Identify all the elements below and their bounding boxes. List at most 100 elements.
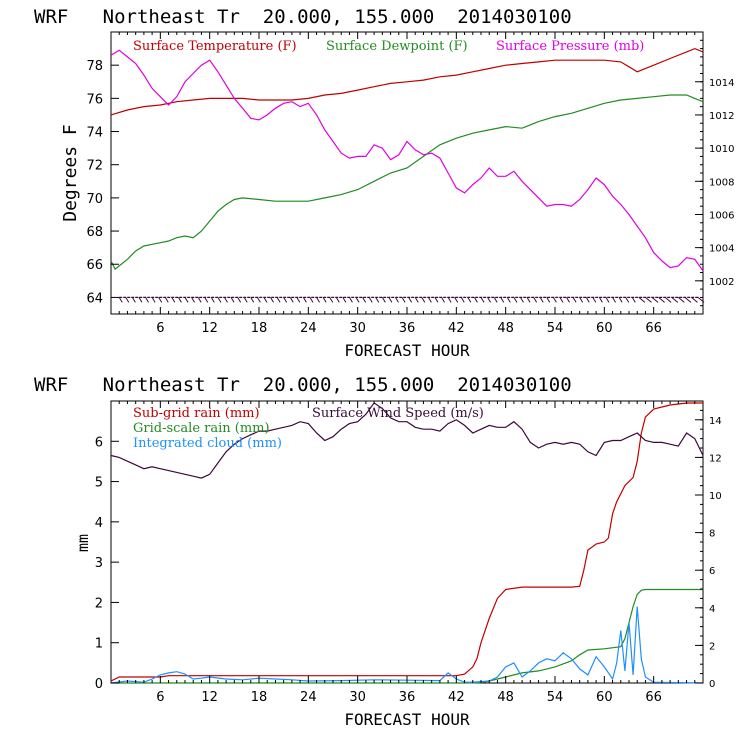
wind-barb	[164, 297, 169, 303]
wind-barb	[362, 297, 367, 303]
wind-barb	[302, 297, 307, 303]
wind-barb	[671, 297, 679, 303]
wind-barb	[375, 297, 380, 303]
chart2-xtick-label: 12	[201, 690, 218, 705]
wind-barb	[230, 297, 235, 303]
wind-barb	[539, 297, 544, 303]
wind-barb	[171, 297, 176, 303]
wind-barb	[454, 297, 459, 303]
chart2-xtick-label: 18	[251, 690, 268, 705]
wind-barb	[335, 297, 340, 303]
chart2-ytick-label: 2	[95, 596, 103, 611]
chart1-y2tick-label: 1002	[709, 277, 734, 288]
chart1-xtick-label: 36	[399, 321, 416, 336]
chart1-xtick-label: 54	[547, 321, 564, 336]
chart2-y2tick-label: 14	[709, 416, 722, 427]
wind-barb	[388, 297, 393, 303]
chart1-ytick-label: 78	[86, 59, 103, 74]
wind-barb	[210, 297, 215, 303]
wind-barb	[342, 297, 347, 303]
chart1-xtick-label: 42	[448, 321, 465, 336]
chart2-xtick-label: 6	[156, 690, 164, 705]
wind-barb	[651, 297, 659, 303]
chart2-y2tick-label: 2	[709, 641, 715, 652]
chart2-xtick-label: 60	[596, 690, 613, 705]
chart2-y2tick-label: 12	[709, 453, 722, 464]
chart1-ytick-label: 72	[86, 159, 103, 174]
chart1-y2tick-label: 1014	[709, 78, 734, 89]
wind-barb	[125, 297, 130, 303]
wind-barb	[658, 297, 665, 303]
chart1-series-surface-pressure-mb	[110, 49, 704, 272]
wind-barb	[217, 297, 222, 303]
wind-barb	[158, 297, 163, 303]
wind-barb	[684, 297, 692, 303]
wind-barb	[138, 297, 143, 303]
chart1-xtick-label: 24	[300, 321, 317, 336]
chart2-xtick-label: 24	[300, 690, 317, 705]
wind-barb	[605, 297, 610, 303]
wind-barb	[500, 297, 505, 303]
wind-barb	[625, 297, 630, 303]
chart2-ytick-label: 6	[95, 435, 103, 450]
wind-barb	[289, 297, 294, 303]
wind-barb	[441, 297, 445, 303]
chart2-series-sub-grid-rain-mm	[110, 402, 703, 682]
chart1-xtick-label: 48	[497, 321, 514, 336]
wind-barb	[487, 297, 492, 303]
chart2-xlabel: FORECAST HOUR	[344, 710, 470, 729]
wind-barb	[401, 297, 406, 303]
chart2-xtick-label: 54	[547, 690, 564, 705]
wind-barb	[263, 297, 268, 303]
chart1-legend-temperature: Surface Temperature (F)	[133, 39, 297, 54]
wind-barb	[329, 297, 334, 303]
chart2-xtick-label: 66	[645, 690, 662, 705]
chart2-xtick-label: 30	[349, 690, 366, 705]
chart1-xtick-label: 66	[645, 321, 662, 336]
wind-barb	[434, 297, 439, 303]
chart2-ytick-label: 4	[95, 516, 103, 531]
wind-barb	[177, 297, 182, 303]
chart1-y2tick-label: 1010	[709, 144, 734, 155]
wind-barb	[612, 297, 616, 303]
wind-barb	[243, 297, 248, 303]
wind-barb	[368, 297, 373, 303]
wind-barb	[118, 297, 123, 303]
wind-barb	[322, 297, 327, 303]
chart1-y2tick-label: 1012	[709, 111, 734, 122]
wind-barb	[460, 297, 465, 303]
wind-barb	[546, 297, 551, 303]
chart1-xtick-label: 12	[201, 321, 218, 336]
wind-barb	[526, 297, 531, 303]
chart1-ytick-label: 64	[86, 291, 103, 306]
chart2-ytick-label: 1	[95, 637, 103, 652]
wind-barb	[631, 297, 636, 303]
chart1-y2tick-label: 1004	[709, 244, 734, 255]
chart2-legend-gridscale: Grid-scale rain (mm)	[133, 421, 270, 436]
chart1-xtick-label: 6	[156, 321, 164, 336]
wind-barb	[513, 297, 518, 303]
wind-barb	[355, 297, 360, 303]
chart2-xtick-label: 48	[497, 690, 514, 705]
wind-barb	[309, 297, 314, 303]
chart1-ytick-label: 68	[86, 225, 103, 240]
chart1-ytick-label: 66	[86, 258, 103, 273]
chart2-ytick-label: 5	[95, 476, 103, 491]
chart2-series-integrated-cloud-mm	[110, 606, 704, 684]
chart1-xtick-label: 60	[596, 321, 613, 336]
chart1-xtick-label: 30	[349, 321, 366, 336]
chart1-title: WRF Northeast Tr 20.000, 155.000 2014030…	[34, 6, 572, 28]
wind-barb	[296, 297, 301, 303]
wind-barb	[473, 297, 478, 303]
chart1-ytick-label: 70	[86, 192, 103, 207]
wind-barb	[381, 297, 386, 303]
chart1-series-surface-temperature-f	[110, 47, 704, 116]
chart2-y2tick-label: 0	[709, 679, 715, 690]
wind-barb	[559, 297, 564, 303]
chart2-y2tick-label: 10	[709, 491, 722, 502]
chart2-legend-cloud: Integrated cloud (mm)	[133, 436, 282, 451]
wind-barb	[691, 297, 698, 303]
wind-barb	[447, 297, 452, 303]
chart1-ytick-label: 74	[86, 126, 103, 141]
